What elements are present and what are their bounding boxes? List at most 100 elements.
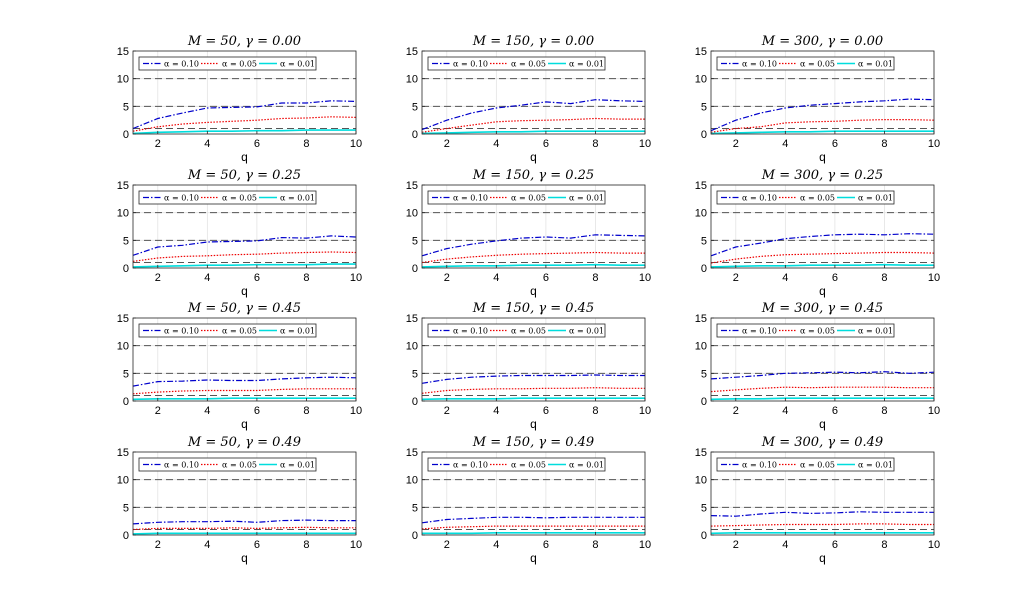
x-tick-label: 6 <box>543 272 549 284</box>
legend-entry: α = 0.10 <box>453 327 488 336</box>
series-line <box>421 251 645 264</box>
x-tick-label: 8 <box>303 539 309 551</box>
legend-entry: α = 0.01 <box>280 194 315 203</box>
x-tick-label: 4 <box>204 405 210 417</box>
x-tick-label: 2 <box>155 138 161 150</box>
axes-box <box>710 451 935 536</box>
x-axis-label: q <box>241 284 248 298</box>
x-axis-label: q <box>530 417 537 431</box>
y-tick-label: 15 <box>406 313 418 325</box>
subplot: 2 4 6 8 10 0 5 10 15 q M = 50, γ = 0.25 α = 0.10 α =… <box>117 168 362 298</box>
x-tick-label: 6 <box>254 539 260 551</box>
axes-box <box>710 50 935 135</box>
legend-entry: α = 0.10 <box>742 60 777 69</box>
series-line <box>710 371 935 380</box>
x-tick-label: 8 <box>881 405 887 417</box>
axes-box <box>132 184 357 269</box>
y-tick-label: 10 <box>406 208 418 220</box>
legend-entry: α = 0.05 <box>222 60 257 69</box>
legend-box <box>716 190 895 205</box>
series-line <box>421 99 646 131</box>
x-tick-label: 6 <box>254 138 260 150</box>
y-tick-label: 10 <box>406 74 418 86</box>
legend-entry: α = 0.05 <box>222 461 257 470</box>
x-tick-label: 8 <box>592 138 598 150</box>
y-tick-label: 5 <box>701 502 707 514</box>
y-tick-label: 15 <box>695 313 707 325</box>
x-tick-label: 8 <box>303 405 309 417</box>
x-axis-label: q <box>241 150 248 164</box>
y-tick-label: 10 <box>117 475 129 487</box>
legend-entry: α = 0.05 <box>511 60 546 69</box>
y-tick-label: 15 <box>117 447 129 459</box>
x-tick-label: 8 <box>592 539 598 551</box>
y-tick-label: 0 <box>701 396 707 408</box>
subplot: 2 4 6 8 10 0 5 10 15 q M = 150, γ = 0.25 α = 0.10 α … <box>406 168 651 298</box>
legend-entry: α = 0.10 <box>453 461 488 470</box>
series-line <box>132 263 356 268</box>
subplot: 2 4 6 8 10 0 5 10 15 q M = 50, γ = 0.45 α = 0.10 α =… <box>117 301 362 431</box>
legend-entry: α = 0.01 <box>569 194 604 203</box>
x-tick-label: 4 <box>204 272 210 284</box>
legend-entry: α = 0.05 <box>511 327 546 336</box>
y-tick-label: 5 <box>123 101 129 113</box>
x-tick-label: 10 <box>350 138 362 150</box>
series-line <box>710 233 935 257</box>
x-axis-label: q <box>819 150 826 164</box>
x-tick-label: 2 <box>155 539 161 551</box>
x-tick-label: 4 <box>782 405 788 417</box>
x-tick-label: 10 <box>928 539 940 551</box>
x-tick-label: 4 <box>493 539 499 551</box>
x-axis-label: q <box>241 417 248 431</box>
series-line <box>421 130 645 135</box>
x-tick-label: 10 <box>350 405 362 417</box>
series-line <box>422 531 645 535</box>
y-tick-label: 0 <box>412 530 418 542</box>
legend-entry: α = 0.05 <box>800 194 835 203</box>
legend-entry: α = 0.01 <box>569 327 604 336</box>
x-tick-label: 4 <box>493 405 499 417</box>
y-tick-label: 10 <box>117 74 129 86</box>
x-tick-label: 8 <box>303 138 309 150</box>
x-tick-label: 2 <box>444 405 450 417</box>
legend-box <box>138 56 317 71</box>
legend-box <box>716 457 895 472</box>
y-tick-label: 0 <box>123 396 129 408</box>
x-tick-label: 6 <box>543 539 549 551</box>
axes-box <box>421 50 646 135</box>
subplot: 2 4 6 8 10 0 5 10 15 q M = 300, γ = 0.49 α = 0.10 α … <box>695 435 940 565</box>
axes-box <box>421 317 646 402</box>
y-tick-label: 15 <box>406 447 418 459</box>
y-tick-label: 15 <box>117 180 129 192</box>
y-tick-label: 15 <box>695 180 707 192</box>
legend-box <box>427 56 606 71</box>
y-tick-label: 0 <box>123 530 129 542</box>
series-line <box>132 519 356 525</box>
series-line <box>710 523 934 527</box>
series-line <box>132 116 357 132</box>
legend-entry: α = 0.10 <box>164 327 199 336</box>
legend-entry: α = 0.01 <box>280 60 315 69</box>
y-tick-label: 5 <box>123 502 129 514</box>
y-tick-label: 5 <box>412 235 418 247</box>
x-tick-label: 4 <box>204 539 210 551</box>
subplot-title: M = 300, γ = 0.00 <box>761 34 883 49</box>
x-tick-label: 10 <box>639 138 651 150</box>
legend-entry: α = 0.10 <box>164 194 199 203</box>
y-tick-label: 15 <box>117 46 129 58</box>
subplot-title: M = 50, γ = 0.49 <box>187 435 301 450</box>
x-tick-label: 6 <box>543 405 549 417</box>
subplot-title: M = 150, γ = 0.25 <box>472 168 594 183</box>
y-tick-label: 0 <box>123 129 129 141</box>
series-line <box>132 526 356 531</box>
x-axis-label: q <box>530 150 537 164</box>
series-line <box>421 374 645 384</box>
x-tick-label: 10 <box>350 539 362 551</box>
x-tick-label: 6 <box>254 272 260 284</box>
x-tick-label: 6 <box>254 405 260 417</box>
y-tick-label: 5 <box>701 101 707 113</box>
subplot: 2 4 6 8 10 0 5 10 15 q M = 300, γ = 0.25 α = 0.10 α … <box>695 168 940 298</box>
y-tick-label: 10 <box>695 74 707 86</box>
legend-entry: α = 0.10 <box>453 194 488 203</box>
y-tick-label: 0 <box>412 263 418 275</box>
